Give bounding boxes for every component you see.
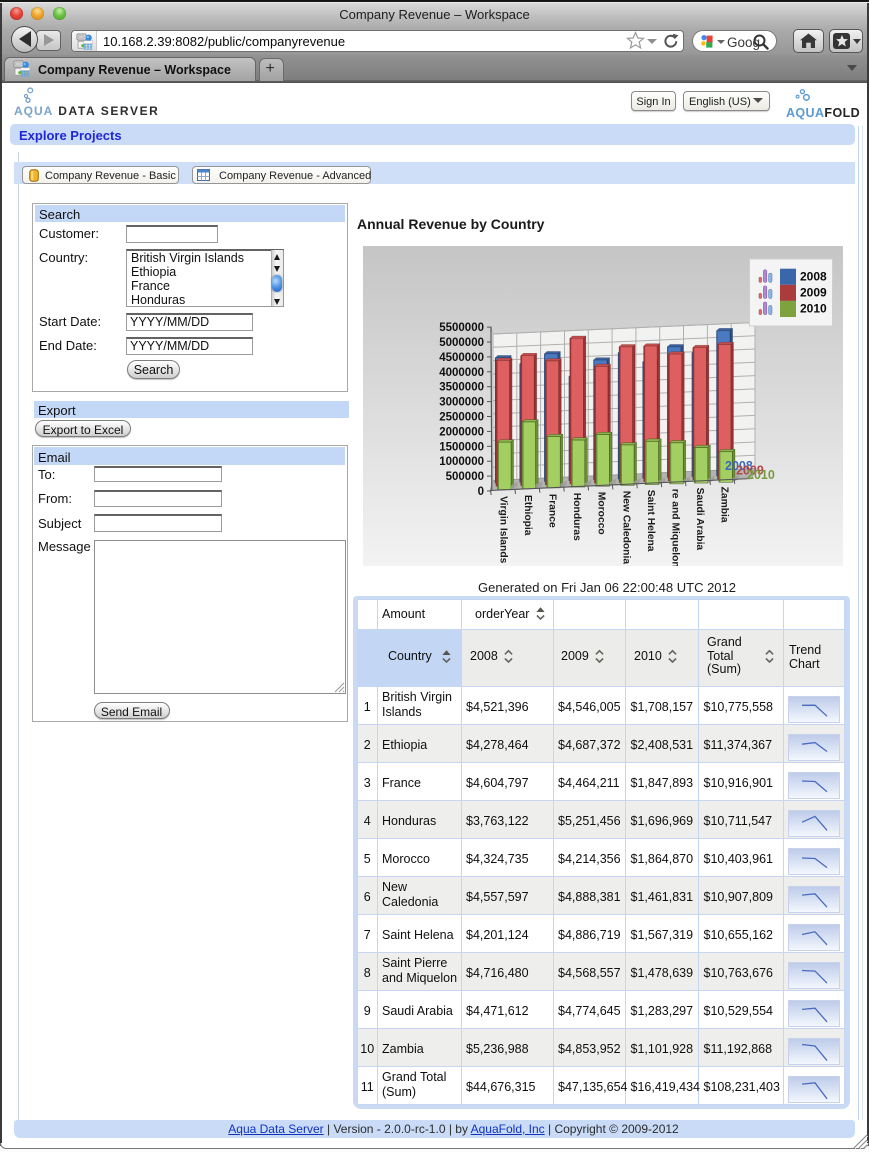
svg-text:3000000: 3000000 [439,397,484,409]
svg-text:2008: 2008 [725,459,753,473]
svg-text:Ethiopia: Ethiopia [522,495,533,536]
svg-text:France: France [547,494,558,528]
svg-text:2010: 2010 [800,302,827,316]
svg-text:Saudi Arabia: Saudi Arabia [694,488,705,551]
svg-text:2010: 2010 [747,468,775,482]
svg-text:4000000: 4000000 [439,367,484,379]
svg-text:2008: 2008 [800,270,827,284]
svg-text:2009: 2009 [736,464,764,478]
svg-text:5000000: 5000000 [439,337,484,349]
svg-text:Honduras: Honduras [571,493,582,541]
svg-text:1000000: 1000000 [439,456,484,468]
svg-text:2000000: 2000000 [439,426,484,438]
svg-text:2009: 2009 [800,286,827,300]
svg-text:0: 0 [478,486,484,498]
svg-text:4500000: 4500000 [439,352,484,364]
svg-text:2500000: 2500000 [439,412,484,424]
svg-text:1500000: 1500000 [439,441,484,453]
svg-text:5500000: 5500000 [439,322,484,334]
svg-text:Saint Helena: Saint Helena [645,490,656,552]
svg-text:Virgin Islands: Virgin Islands [497,496,508,564]
svg-text:Morocco: Morocco [596,492,607,535]
svg-text:New Caledonia: New Caledonia [620,491,631,565]
svg-text:500000: 500000 [446,471,484,483]
svg-text:3500000: 3500000 [439,382,484,394]
svg-text:Zambia: Zambia [719,487,730,523]
svg-text:re and Miquelon: re and Miquelon [670,489,681,566]
